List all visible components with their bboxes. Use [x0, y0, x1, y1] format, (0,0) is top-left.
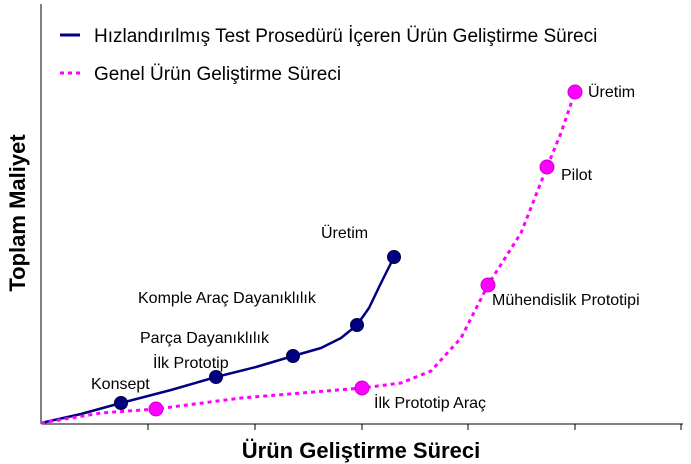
series-2-point-5: [567, 84, 583, 100]
series-2-point-1: [148, 401, 164, 417]
series-line-2: [40, 91, 577, 425]
legend: Hızlandırılmış Test Prosedürü İçeren Ürü…: [60, 26, 597, 85]
series-2-point-4: [539, 159, 555, 175]
series-1-point-label-1: Konsept: [91, 376, 150, 393]
y-axis-title: Toplam Maliyet: [5, 134, 30, 292]
legend-label-1: Hızlandırılmış Test Prosedürü İçeren Ürü…: [94, 26, 597, 47]
series-1-point-5: [387, 250, 401, 264]
series-1-point-label-4: Komple Araç Dayanıklılık: [138, 290, 317, 307]
x-axis-title: Ürün Geliştirme Süreci: [242, 438, 480, 463]
series-1-point-1: [114, 396, 128, 410]
series-2-point-label-3: Mühendislik Prototipi: [492, 292, 640, 309]
series-2-point-label-2: İlk Prototip Araç: [374, 393, 486, 412]
series-1-point-4: [350, 318, 364, 332]
series-2-point-label-4: Pilot: [561, 167, 593, 184]
series-2-point-3: [480, 277, 496, 293]
series-2-point-label-5: Üretim: [588, 83, 635, 101]
axes: [40, 4, 683, 430]
series-1-point-label-3: Parça Dayanıklılık: [140, 330, 270, 347]
series-1-point-label-5: Üretim: [321, 224, 368, 242]
series-1-point-label-2: İlk Prototip: [153, 353, 229, 372]
series-2-point-2: [354, 380, 370, 396]
series-layer: [40, 84, 583, 425]
series-1-point-3: [286, 349, 300, 363]
legend-label-2: Genel Ürün Geliştirme Süreci: [94, 64, 341, 85]
series-1-point-2: [209, 370, 223, 384]
